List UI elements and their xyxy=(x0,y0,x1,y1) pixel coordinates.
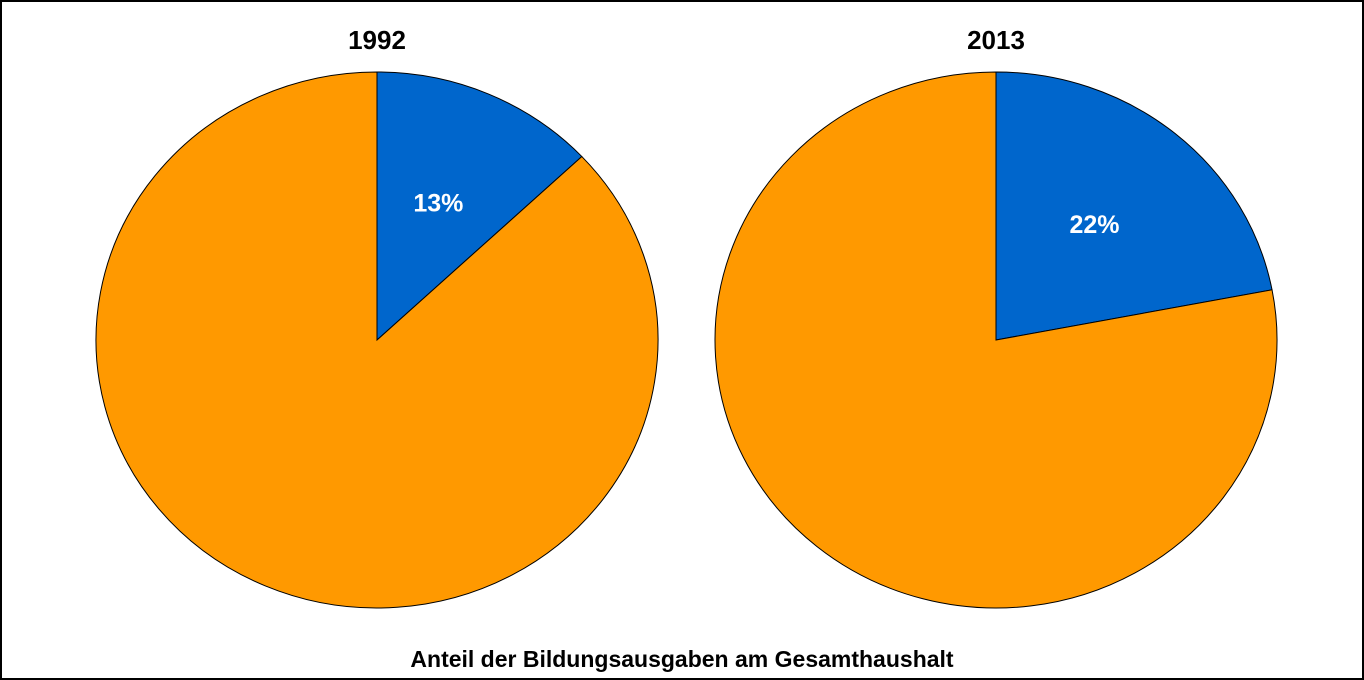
pie-slice xyxy=(95,71,659,609)
chart-title: 1992 xyxy=(348,25,406,55)
pie-slice xyxy=(376,71,583,342)
data-label: 22% xyxy=(1069,211,1119,239)
caption: Anteil der Bildungsausgaben am Gesamthau… xyxy=(410,646,954,672)
pie-slice xyxy=(995,71,1273,341)
pie-slice xyxy=(714,71,1278,609)
chart-title: 2013 xyxy=(967,25,1025,55)
data-label: 13% xyxy=(413,189,463,217)
